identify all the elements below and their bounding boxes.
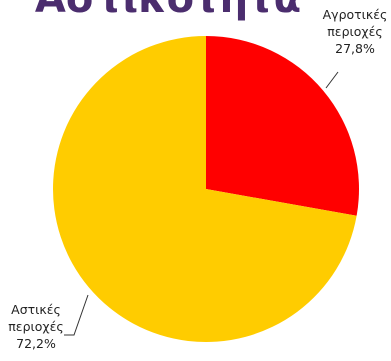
slice-category-label: περιοχές — [8, 319, 63, 334]
slice-category-label: Αστικές — [11, 302, 61, 317]
slice-value-label: 27,8% — [335, 41, 375, 56]
slice-category-label: Αγροτικές — [323, 7, 388, 22]
slice-value-label: 72,2% — [16, 336, 56, 351]
leader-line — [325, 71, 339, 89]
slice-category-label: περιοχές — [327, 24, 382, 39]
leader-line — [64, 294, 89, 336]
pie-slice-urban — [53, 36, 357, 342]
chart-title: Αστικότητα — [35, 0, 301, 22]
pie-slice-rural — [206, 36, 360, 216]
pie-slices — [53, 36, 360, 342]
pie-labels: Αγροτικές περιοχές 27,8% Αστικές περιοχές 72,… — [8, 7, 387, 351]
